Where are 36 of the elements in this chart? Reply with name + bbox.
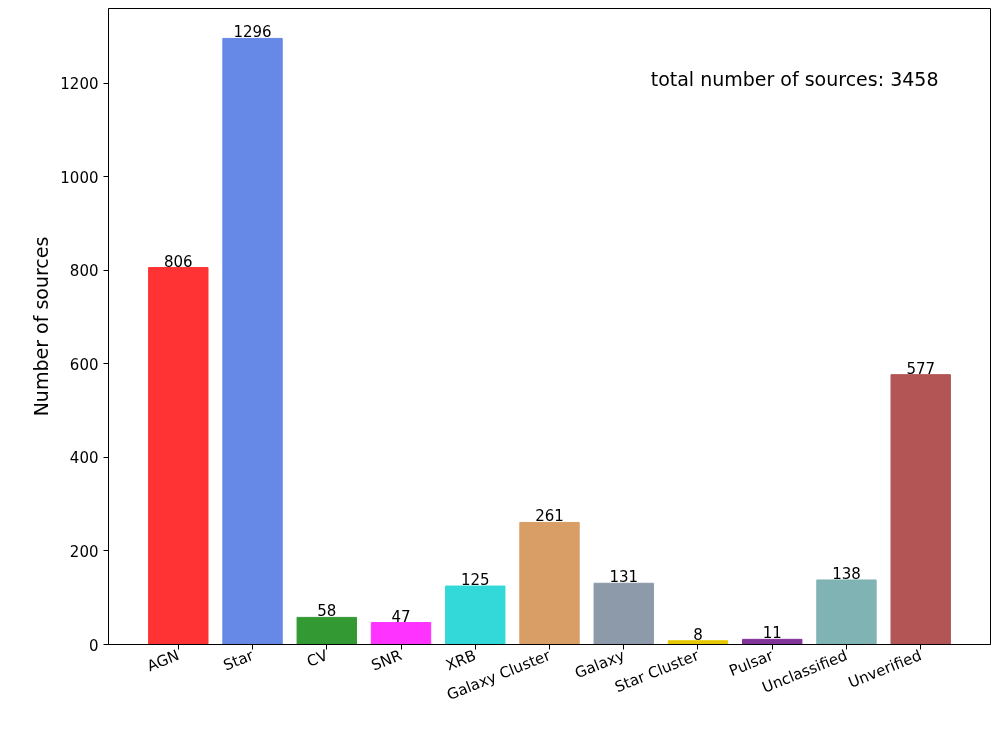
x-tick-label: CV [304, 645, 331, 671]
annotation: total number of sources: 3458 [650, 67, 939, 90]
x-tick-label: SNR [368, 646, 405, 675]
data-label: 1296 [233, 23, 272, 42]
y-tick-label: 400 [69, 449, 99, 468]
data-label: 806 [163, 252, 193, 271]
data-label: 58 [317, 602, 337, 621]
data-label: 11 [762, 624, 782, 643]
bar [222, 37, 283, 645]
bar [593, 582, 654, 645]
y-tick-label: 200 [69, 542, 99, 561]
x-tick-label: Star [220, 645, 257, 675]
y-tick-label: 0 [88, 636, 99, 655]
bar [519, 521, 580, 645]
bar [370, 622, 432, 645]
y-tick-label: 800 [69, 262, 99, 281]
y-tick-label: 1200 [60, 75, 99, 94]
y-tick-label: 1000 [60, 168, 99, 187]
x-tick-label: AGN [144, 646, 182, 676]
bar [816, 579, 877, 645]
bar [148, 267, 209, 645]
bar [667, 640, 729, 645]
y-axis-title: Number of sources [30, 236, 53, 417]
bar [445, 585, 506, 645]
data-label: 8 [693, 625, 703, 644]
data-label: 131 [609, 568, 639, 587]
data-label: 125 [460, 571, 490, 590]
data-label: 138 [832, 564, 861, 583]
bar [742, 638, 803, 645]
bar [890, 374, 951, 645]
data-label: 47 [391, 607, 411, 626]
bar [296, 616, 357, 645]
data-label: 261 [535, 507, 564, 526]
data-label: 577 [906, 359, 936, 378]
y-tick-label: 600 [69, 355, 99, 374]
x-tick-label: XRB [443, 646, 479, 675]
